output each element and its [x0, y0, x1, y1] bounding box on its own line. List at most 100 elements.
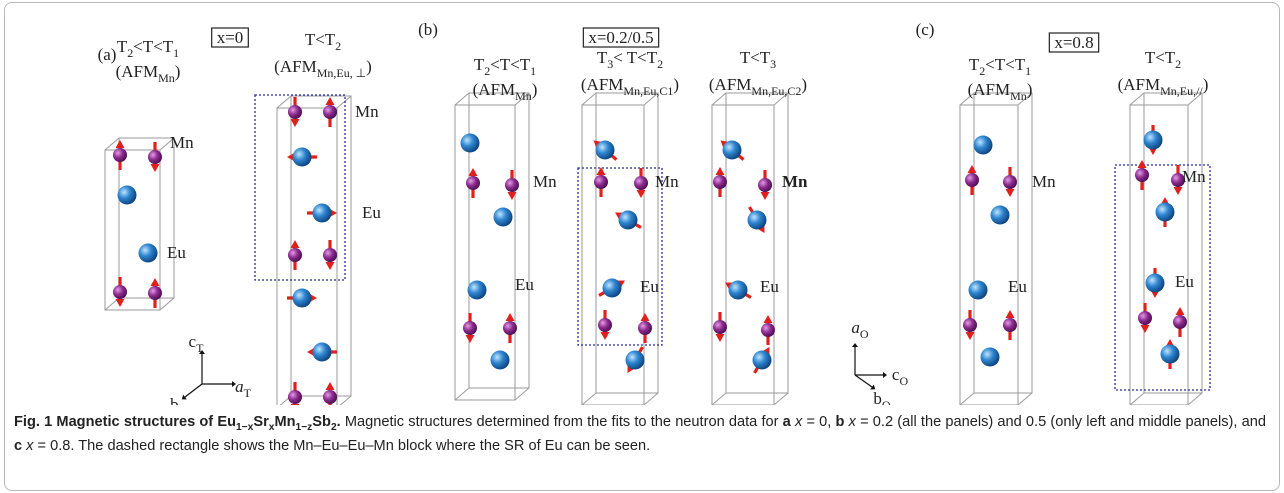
mn-atom	[148, 286, 162, 300]
text-part: (AFM	[1118, 75, 1161, 94]
caption: Fig. 1 Magnetic structures of Eu1−xSrxMn…	[14, 410, 1266, 458]
mn-atom	[288, 248, 302, 262]
atom-label: Mn	[533, 172, 557, 191]
unit-cell	[119, 138, 174, 298]
mn-atom	[463, 321, 477, 335]
atom-label: Mn	[655, 172, 679, 191]
unit-cell-edge	[774, 393, 788, 405]
eu-atom	[461, 134, 480, 153]
eu-atom	[596, 141, 615, 160]
mn-atom	[758, 178, 772, 192]
text-part: (AFM	[473, 80, 516, 99]
unit-cell-edge	[337, 396, 351, 405]
text-part: a	[851, 318, 860, 337]
text-part: )	[1027, 80, 1033, 99]
composition-label: x=0.2/0.5	[588, 28, 653, 47]
text-part: )	[532, 80, 538, 99]
spin-arrow-head	[601, 332, 610, 340]
panel-label: (b)	[418, 20, 438, 39]
caption-text: = 0.8. The dashed rectangle shows the Mn…	[33, 438, 650, 454]
text-part: Mn	[515, 89, 532, 103]
axis-arrow-head	[883, 372, 887, 378]
temperature-range: T2<T<T1	[474, 55, 536, 78]
text-part: <T<T	[490, 55, 531, 74]
text-part: )	[1203, 75, 1209, 94]
unit-cell	[469, 93, 529, 388]
text-part: 1	[173, 46, 179, 60]
caption-text: x	[22, 438, 33, 454]
composition-label: x=0.8	[1054, 33, 1093, 52]
text-part: T	[117, 37, 128, 56]
temperature-range: T3< T<T2	[597, 48, 663, 71]
mn-atom	[1138, 311, 1152, 325]
caption-text: 1−x	[236, 422, 253, 433]
atom-label: Mn	[1032, 172, 1056, 191]
text-part: T	[969, 55, 980, 74]
spin-arrow-head	[764, 315, 773, 323]
spin-arrow-head	[761, 192, 770, 200]
unit-cell-edge	[960, 393, 974, 405]
unit-cell-edge	[712, 393, 726, 405]
spin-arrow-head	[597, 167, 606, 175]
text-part: T<T	[1145, 48, 1176, 67]
mn-atom	[503, 321, 517, 335]
spin-arrow-head	[968, 165, 977, 173]
mn-atom	[1173, 315, 1187, 329]
mn-atom	[323, 390, 337, 404]
eu-atom	[293, 289, 312, 308]
spin-arrow-head	[116, 140, 125, 148]
spin-arrow-head	[326, 382, 335, 390]
atom-label: Eu	[760, 277, 779, 296]
atom-label: Mn	[782, 172, 808, 191]
text-part: <T<T	[133, 37, 174, 56]
spin-arrow-head	[1174, 187, 1183, 195]
text-part: Mn,Eu,C2	[751, 84, 801, 98]
atom-label: Mn	[355, 102, 379, 121]
unit-cell-edge	[712, 93, 726, 105]
spin-arrow-head	[966, 332, 975, 340]
spin-arrow-head	[326, 97, 335, 105]
atom-label: Eu	[1008, 277, 1027, 296]
spin-arrow-head	[116, 299, 125, 307]
text-part: T	[597, 48, 608, 67]
caption-text: Sb	[312, 414, 331, 430]
mn-atom	[965, 173, 979, 187]
spin-arrow-head	[151, 278, 160, 286]
caption-text: c	[14, 438, 22, 454]
eu-atom	[723, 141, 742, 160]
mn-atom	[288, 390, 302, 404]
magnetic-phase: (AFMMn,Eu,//)	[1118, 75, 1209, 98]
unit-cell	[1130, 105, 1188, 405]
mn-atom	[148, 150, 162, 164]
axis-arrow-head	[182, 395, 187, 400]
mn-atom	[963, 318, 977, 332]
axis-arrow	[185, 384, 202, 397]
unit-cell-edge	[105, 138, 119, 150]
caption-text: Mn	[274, 414, 295, 430]
axis-label: cO	[892, 365, 909, 388]
spin-arrow-head	[716, 167, 725, 175]
dashed-block	[578, 168, 662, 345]
text-part: 2	[1175, 57, 1181, 71]
axis-label: aT	[235, 377, 252, 400]
mn-atom	[713, 175, 727, 189]
spin-arrow-head	[506, 313, 515, 321]
eu-atom	[491, 351, 510, 370]
eu-atom	[969, 281, 988, 300]
axis-arrow-head	[852, 343, 858, 347]
spin-arrow-head	[291, 240, 300, 248]
mn-atom	[113, 148, 127, 162]
axis-label: aO	[851, 318, 869, 341]
mn-atom	[594, 175, 608, 189]
unit-cell-edge	[455, 93, 469, 105]
unit-cell-edge	[160, 298, 174, 310]
unit-cell-edge	[1018, 393, 1032, 405]
eu-atom	[981, 348, 1000, 367]
text-part: )	[673, 75, 679, 94]
text-part: )	[801, 75, 807, 94]
magnetic-phase: (AFMMn)	[473, 80, 538, 103]
atom-label: Eu	[362, 203, 381, 222]
mn-atom	[466, 176, 480, 190]
unit-cell-edge	[1188, 393, 1202, 405]
eu-atom	[1146, 274, 1165, 293]
